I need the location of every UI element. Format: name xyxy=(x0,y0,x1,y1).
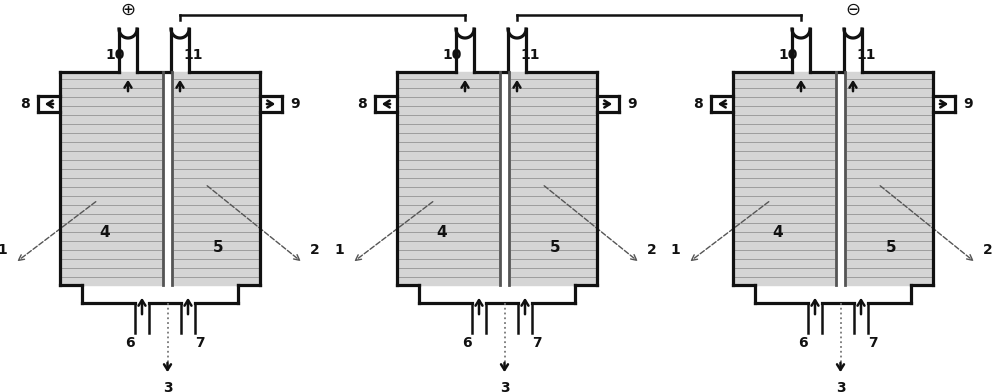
Text: 9: 9 xyxy=(627,97,637,111)
Polygon shape xyxy=(509,72,597,285)
Text: 3: 3 xyxy=(500,381,509,392)
Text: 10: 10 xyxy=(105,48,125,62)
Text: 11: 11 xyxy=(856,48,876,62)
Text: 1: 1 xyxy=(334,243,344,257)
Text: 9: 9 xyxy=(963,97,973,111)
Text: 8: 8 xyxy=(693,97,703,111)
Text: ⊖: ⊖ xyxy=(845,1,861,19)
Text: 5: 5 xyxy=(213,240,223,254)
Polygon shape xyxy=(845,72,933,285)
Text: 2: 2 xyxy=(647,243,657,257)
Polygon shape xyxy=(397,72,500,285)
Text: 2: 2 xyxy=(983,243,993,257)
Text: 7: 7 xyxy=(868,336,878,350)
Text: 11: 11 xyxy=(520,48,540,62)
Text: 7: 7 xyxy=(195,336,205,350)
Text: 4: 4 xyxy=(437,225,447,240)
Text: 6: 6 xyxy=(798,336,808,350)
Text: 6: 6 xyxy=(125,336,135,350)
Text: 1: 1 xyxy=(0,243,7,257)
Text: 4: 4 xyxy=(773,225,783,240)
Text: 3: 3 xyxy=(836,381,845,392)
Text: ⊕: ⊕ xyxy=(120,1,136,19)
Text: 3: 3 xyxy=(163,381,172,392)
Text: 8: 8 xyxy=(357,97,367,111)
Text: 4: 4 xyxy=(100,225,110,240)
Polygon shape xyxy=(60,72,163,285)
Text: 11: 11 xyxy=(183,48,203,62)
Text: 8: 8 xyxy=(20,97,30,111)
Text: 2: 2 xyxy=(310,243,320,257)
Text: 5: 5 xyxy=(886,240,896,254)
Text: 6: 6 xyxy=(462,336,472,350)
Text: 5: 5 xyxy=(550,240,560,254)
Text: 1: 1 xyxy=(670,243,680,257)
Polygon shape xyxy=(172,72,260,285)
Text: 10: 10 xyxy=(778,48,798,62)
Polygon shape xyxy=(733,72,836,285)
Text: 10: 10 xyxy=(442,48,462,62)
Text: 7: 7 xyxy=(532,336,542,350)
Text: 9: 9 xyxy=(290,97,300,111)
